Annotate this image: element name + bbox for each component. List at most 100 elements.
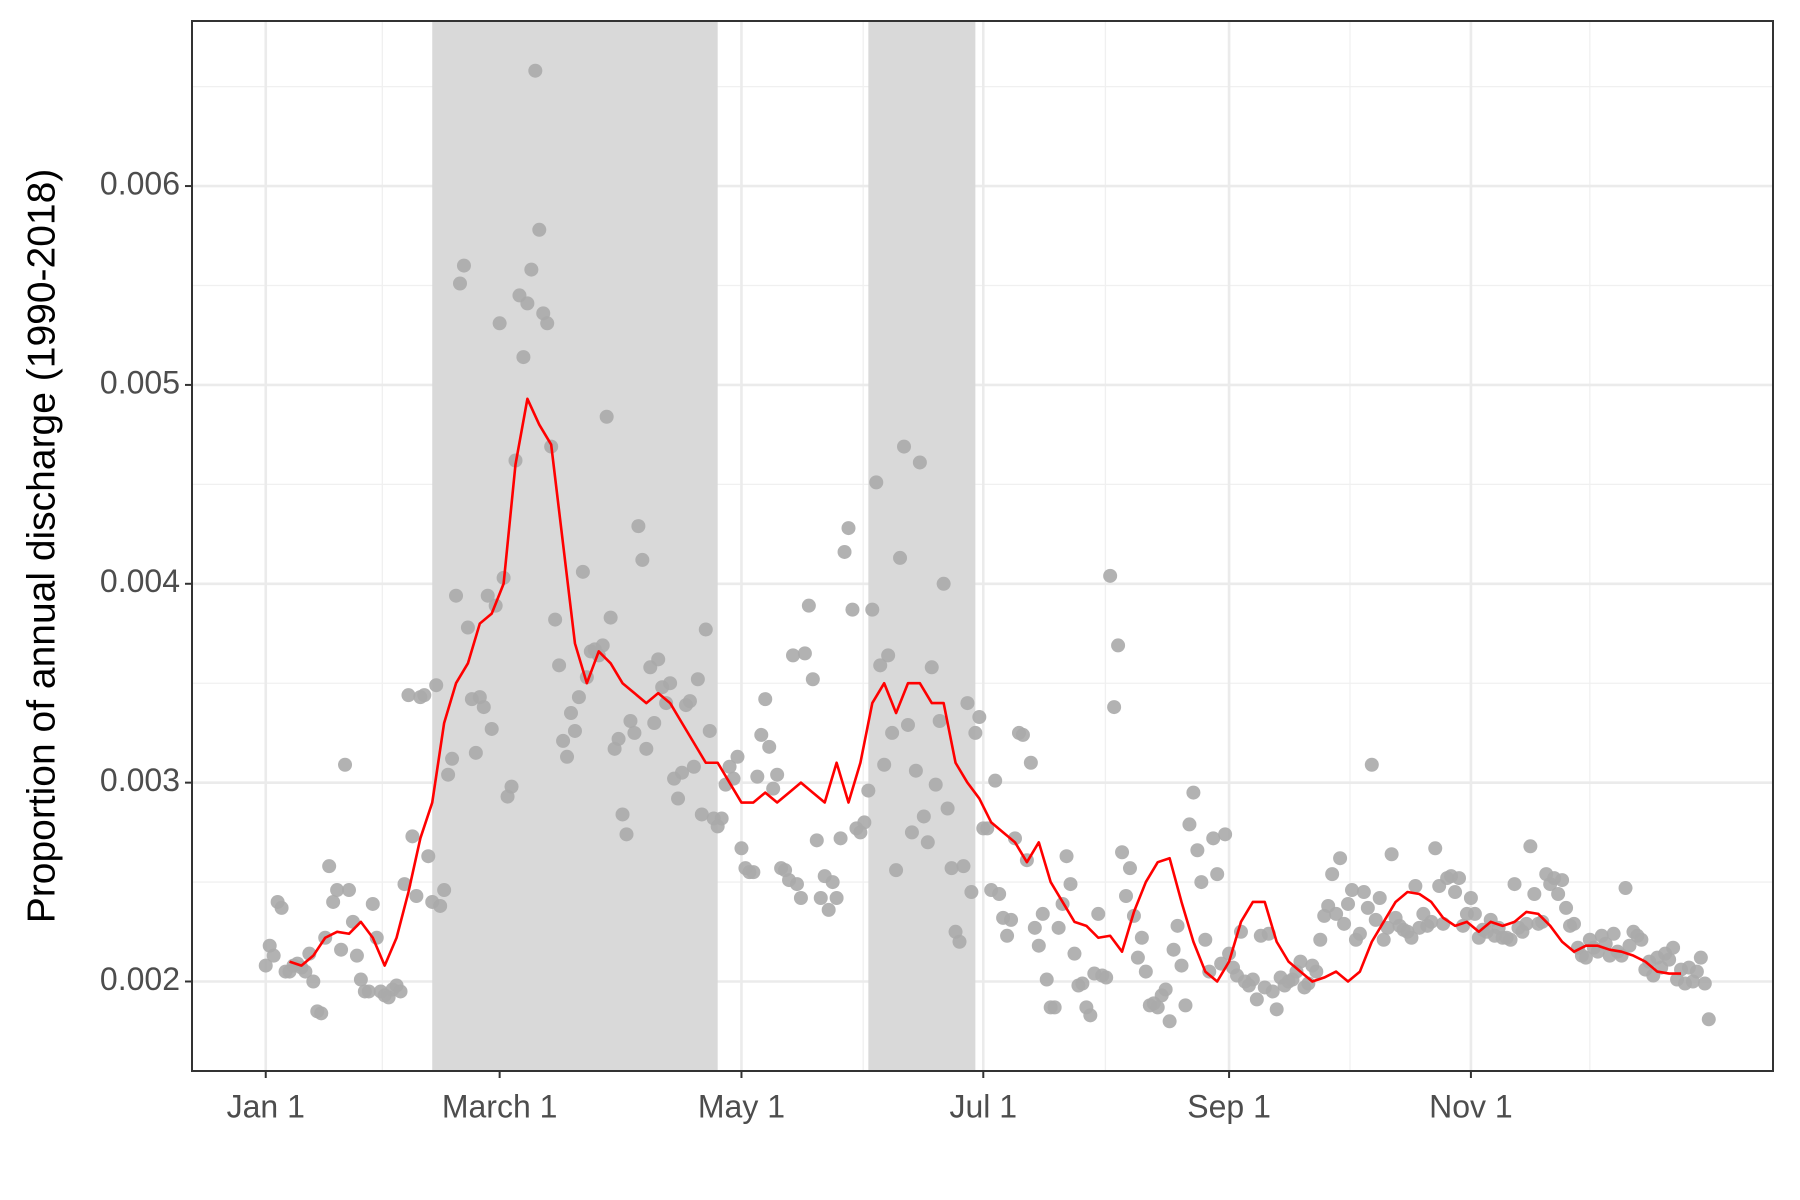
data-point [1198,932,1213,947]
data-point [869,475,884,490]
data-point [1551,887,1566,902]
data-point [1376,932,1391,947]
data-point [298,964,313,979]
y-tick-label: 0.005 [100,364,180,400]
data-point [1408,879,1423,894]
data-point [758,692,773,707]
data-point [924,660,939,675]
data-point [532,222,547,237]
data-point [1051,920,1066,935]
data-point [1448,885,1463,900]
data-point [833,831,848,846]
data-point [1356,885,1371,900]
data-point [1662,952,1677,967]
data-point [1206,831,1221,846]
data-point [540,316,555,331]
data-point [964,885,979,900]
data-point [766,781,781,796]
data-point [647,715,662,730]
data-point [1559,900,1574,915]
data-point [1008,831,1023,846]
data-point [397,877,412,892]
data-point [1150,1000,1165,1015]
data-point [445,751,460,766]
data-point [722,759,737,774]
data-point [714,811,729,826]
data-point [825,875,840,890]
data-point [702,723,717,738]
data-point [560,749,575,764]
data-point [1119,889,1134,903]
data-point [623,714,638,728]
data-point [904,825,919,840]
data-point [266,948,281,963]
x-tick-label: Jul 1 [949,1088,1017,1124]
data-point [1527,887,1542,902]
data-point [889,863,904,878]
data-point [750,769,765,784]
data-point [1115,845,1130,860]
data-point [690,672,705,687]
data-point [409,889,424,903]
data-point [524,262,539,277]
data-point [786,648,801,663]
data-point [1618,881,1633,896]
data-point [1047,1000,1062,1015]
data-point [1697,976,1712,991]
data-point [1039,972,1054,987]
x-tick-label: Jan 1 [227,1088,305,1124]
data-point [1368,912,1383,927]
data-point [893,550,908,565]
data-point [631,519,646,534]
data-point [829,890,844,905]
data-point [1380,920,1395,935]
data-point [1507,877,1522,892]
data-point [429,678,444,693]
data-point [1190,843,1205,858]
trend-line [289,397,1682,983]
data-point [897,439,912,454]
data-point [1384,847,1399,862]
data-point [1023,755,1038,770]
data-point [1634,932,1649,947]
data-point [1689,964,1704,979]
data-point [762,739,777,754]
data-point [936,576,951,591]
grid-layer [192,21,1773,1071]
data-point [635,552,650,567]
data-point [1293,954,1308,969]
data-point [405,829,420,844]
data-point [1269,1002,1284,1017]
data-point [797,646,812,661]
data-point [480,588,495,603]
data-point [1452,871,1467,886]
data-point [845,602,860,617]
data-point [1186,785,1201,800]
data-point [338,757,353,772]
data-point [1027,920,1042,935]
data-point [567,723,582,738]
data-point [730,749,745,764]
data-point [1035,906,1050,921]
data-point [746,865,761,880]
data-point [452,276,467,291]
data-point [1503,932,1518,947]
data-point [322,859,337,874]
data-point [468,745,483,760]
data-point [908,763,923,778]
data-point [603,610,618,625]
data-point [682,694,697,709]
y-tick-label: 0.002 [100,961,180,997]
data-point [940,801,955,816]
data-point [1566,916,1581,931]
data-point [980,821,995,836]
data-point [1067,946,1082,961]
data-point [1099,970,1114,985]
x-tick-label: Nov 1 [1429,1088,1513,1124]
data-point [334,942,349,957]
data-point [1063,877,1078,892]
data-point [960,696,975,711]
data-point [801,598,816,613]
data-point [421,849,436,864]
